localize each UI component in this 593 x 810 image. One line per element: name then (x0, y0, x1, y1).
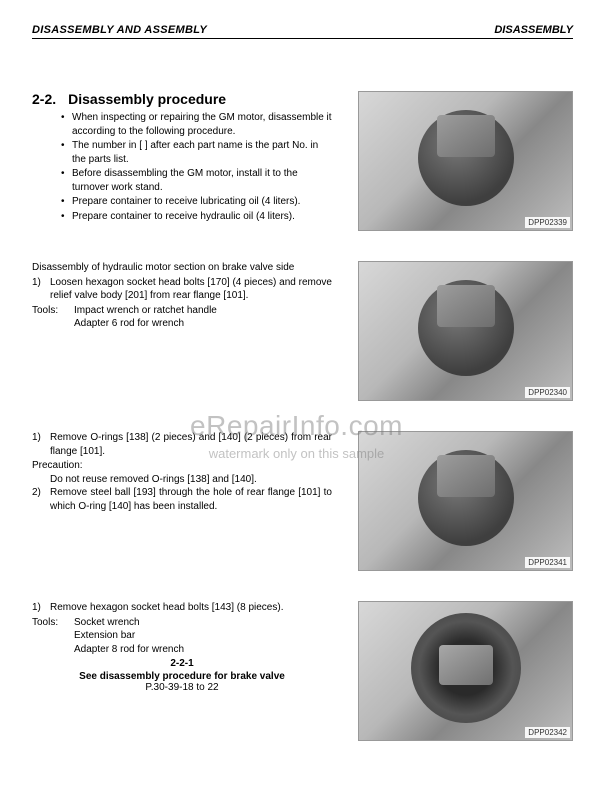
step-text: Remove steel ball [193] through the hole… (50, 486, 332, 513)
step-item: 1) Remove hexagon socket head bolts [143… (32, 601, 332, 615)
photo-remove-orings: DPP02341 (358, 431, 573, 571)
photo-tag: DPP02340 (525, 387, 570, 398)
header-right: DISASSEMBLY (494, 24, 573, 36)
tools-list: Socket wrench Extension bar Adapter 8 ro… (74, 616, 332, 657)
section4-image-col: DPP02342 (346, 601, 573, 741)
bullet-item: The number in [ ] after each part name i… (72, 139, 332, 166)
tools-row: Tools: Impact wrench or ratchet handle A… (32, 304, 332, 331)
photo-tag: DPP02341 (525, 557, 570, 568)
section1-number: 2-2. (32, 91, 56, 107)
ref-code: 2-2-1 (32, 658, 332, 669)
tool-line: Adapter 6 rod for wrench (74, 318, 184, 329)
precaution-label: Precaution: (32, 459, 332, 473)
bullet-item: Before disassembling the GM motor, insta… (72, 167, 332, 194)
tools-list: Impact wrench or ratchet handle Adapter … (74, 304, 332, 331)
photo-remove-bolts-143: DPP02342 (358, 601, 573, 741)
section1-text: 2-2. Disassembly procedure When inspecti… (32, 91, 332, 231)
section1-bullets: When inspecting or repairing the GM moto… (32, 111, 332, 223)
step-item: 1) Remove O-rings [138] (2 pieces) and [… (32, 431, 332, 458)
section2-heading: Disassembly of hydraulic motor section o… (32, 261, 332, 275)
photo-tag: DPP02339 (525, 217, 570, 228)
step-number: 1) (32, 601, 50, 615)
step-item: 2) Remove steel ball [193] through the h… (32, 486, 332, 513)
step-text: Loosen hexagon socket head bolts [170] (… (50, 276, 332, 303)
tool-line: Socket wrench (74, 617, 140, 628)
tool-line: Extension bar (74, 630, 135, 641)
tool-line: Adapter 8 rod for wrench (74, 644, 184, 655)
step-number: 1) (32, 431, 50, 458)
precaution-body: Do not reuse removed O-rings [138] and [… (32, 473, 332, 487)
section2-image-col: DPP02340 (346, 261, 573, 401)
photo-tag: DPP02342 (525, 727, 570, 738)
ref-title: See disassembly procedure for brake valv… (32, 671, 332, 682)
page-container: DISASSEMBLY AND ASSEMBLY DISASSEMBLY 2-2… (0, 0, 593, 761)
step-number: 2) (32, 486, 50, 513)
photo-loosen-bolts: DPP02340 (358, 261, 573, 401)
bullet-item: When inspecting or repairing the GM moto… (72, 111, 332, 138)
bullet-item: Prepare container to receive lubricating… (72, 195, 332, 209)
ref-pages: P.30-39-18 to 22 (32, 682, 332, 693)
bullet-item: Prepare container to receive hydraulic o… (72, 210, 332, 224)
photo-motor-assembled: DPP02339 (358, 91, 573, 231)
section1-heading: 2-2. Disassembly procedure (32, 91, 332, 107)
step-text: Remove O-rings [138] (2 pieces) and [140… (50, 431, 332, 458)
tool-line: Impact wrench or ratchet handle (74, 305, 217, 316)
section3-text: 1) Remove O-rings [138] (2 pieces) and [… (32, 431, 332, 571)
section-disassembly-procedure: 2-2. Disassembly procedure When inspecti… (32, 91, 573, 231)
section4-text: 1) Remove hexagon socket head bolts [143… (32, 601, 332, 741)
page-header: DISASSEMBLY AND ASSEMBLY DISASSEMBLY (32, 24, 573, 39)
tools-row: Tools: Socket wrench Extension bar Adapt… (32, 616, 332, 657)
section3-image-col: DPP02341 (346, 431, 573, 571)
step-number: 1) (32, 276, 50, 303)
header-left: DISASSEMBLY AND ASSEMBLY (32, 24, 207, 36)
section-brake-valve-side: Disassembly of hydraulic motor section o… (32, 261, 573, 401)
section1-image-col: DPP02339 (346, 91, 573, 231)
step-item: 1) Loosen hexagon socket head bolts [170… (32, 276, 332, 303)
tools-label: Tools: (32, 616, 74, 657)
section2-text: Disassembly of hydraulic motor section o… (32, 261, 332, 401)
section1-title: Disassembly procedure (68, 91, 226, 107)
tools-label: Tools: (32, 304, 74, 331)
section-remove-orings: 1) Remove O-rings [138] (2 pieces) and [… (32, 431, 573, 571)
section-remove-bolts-143: 1) Remove hexagon socket head bolts [143… (32, 601, 573, 741)
step-text: Remove hexagon socket head bolts [143] (… (50, 601, 332, 615)
